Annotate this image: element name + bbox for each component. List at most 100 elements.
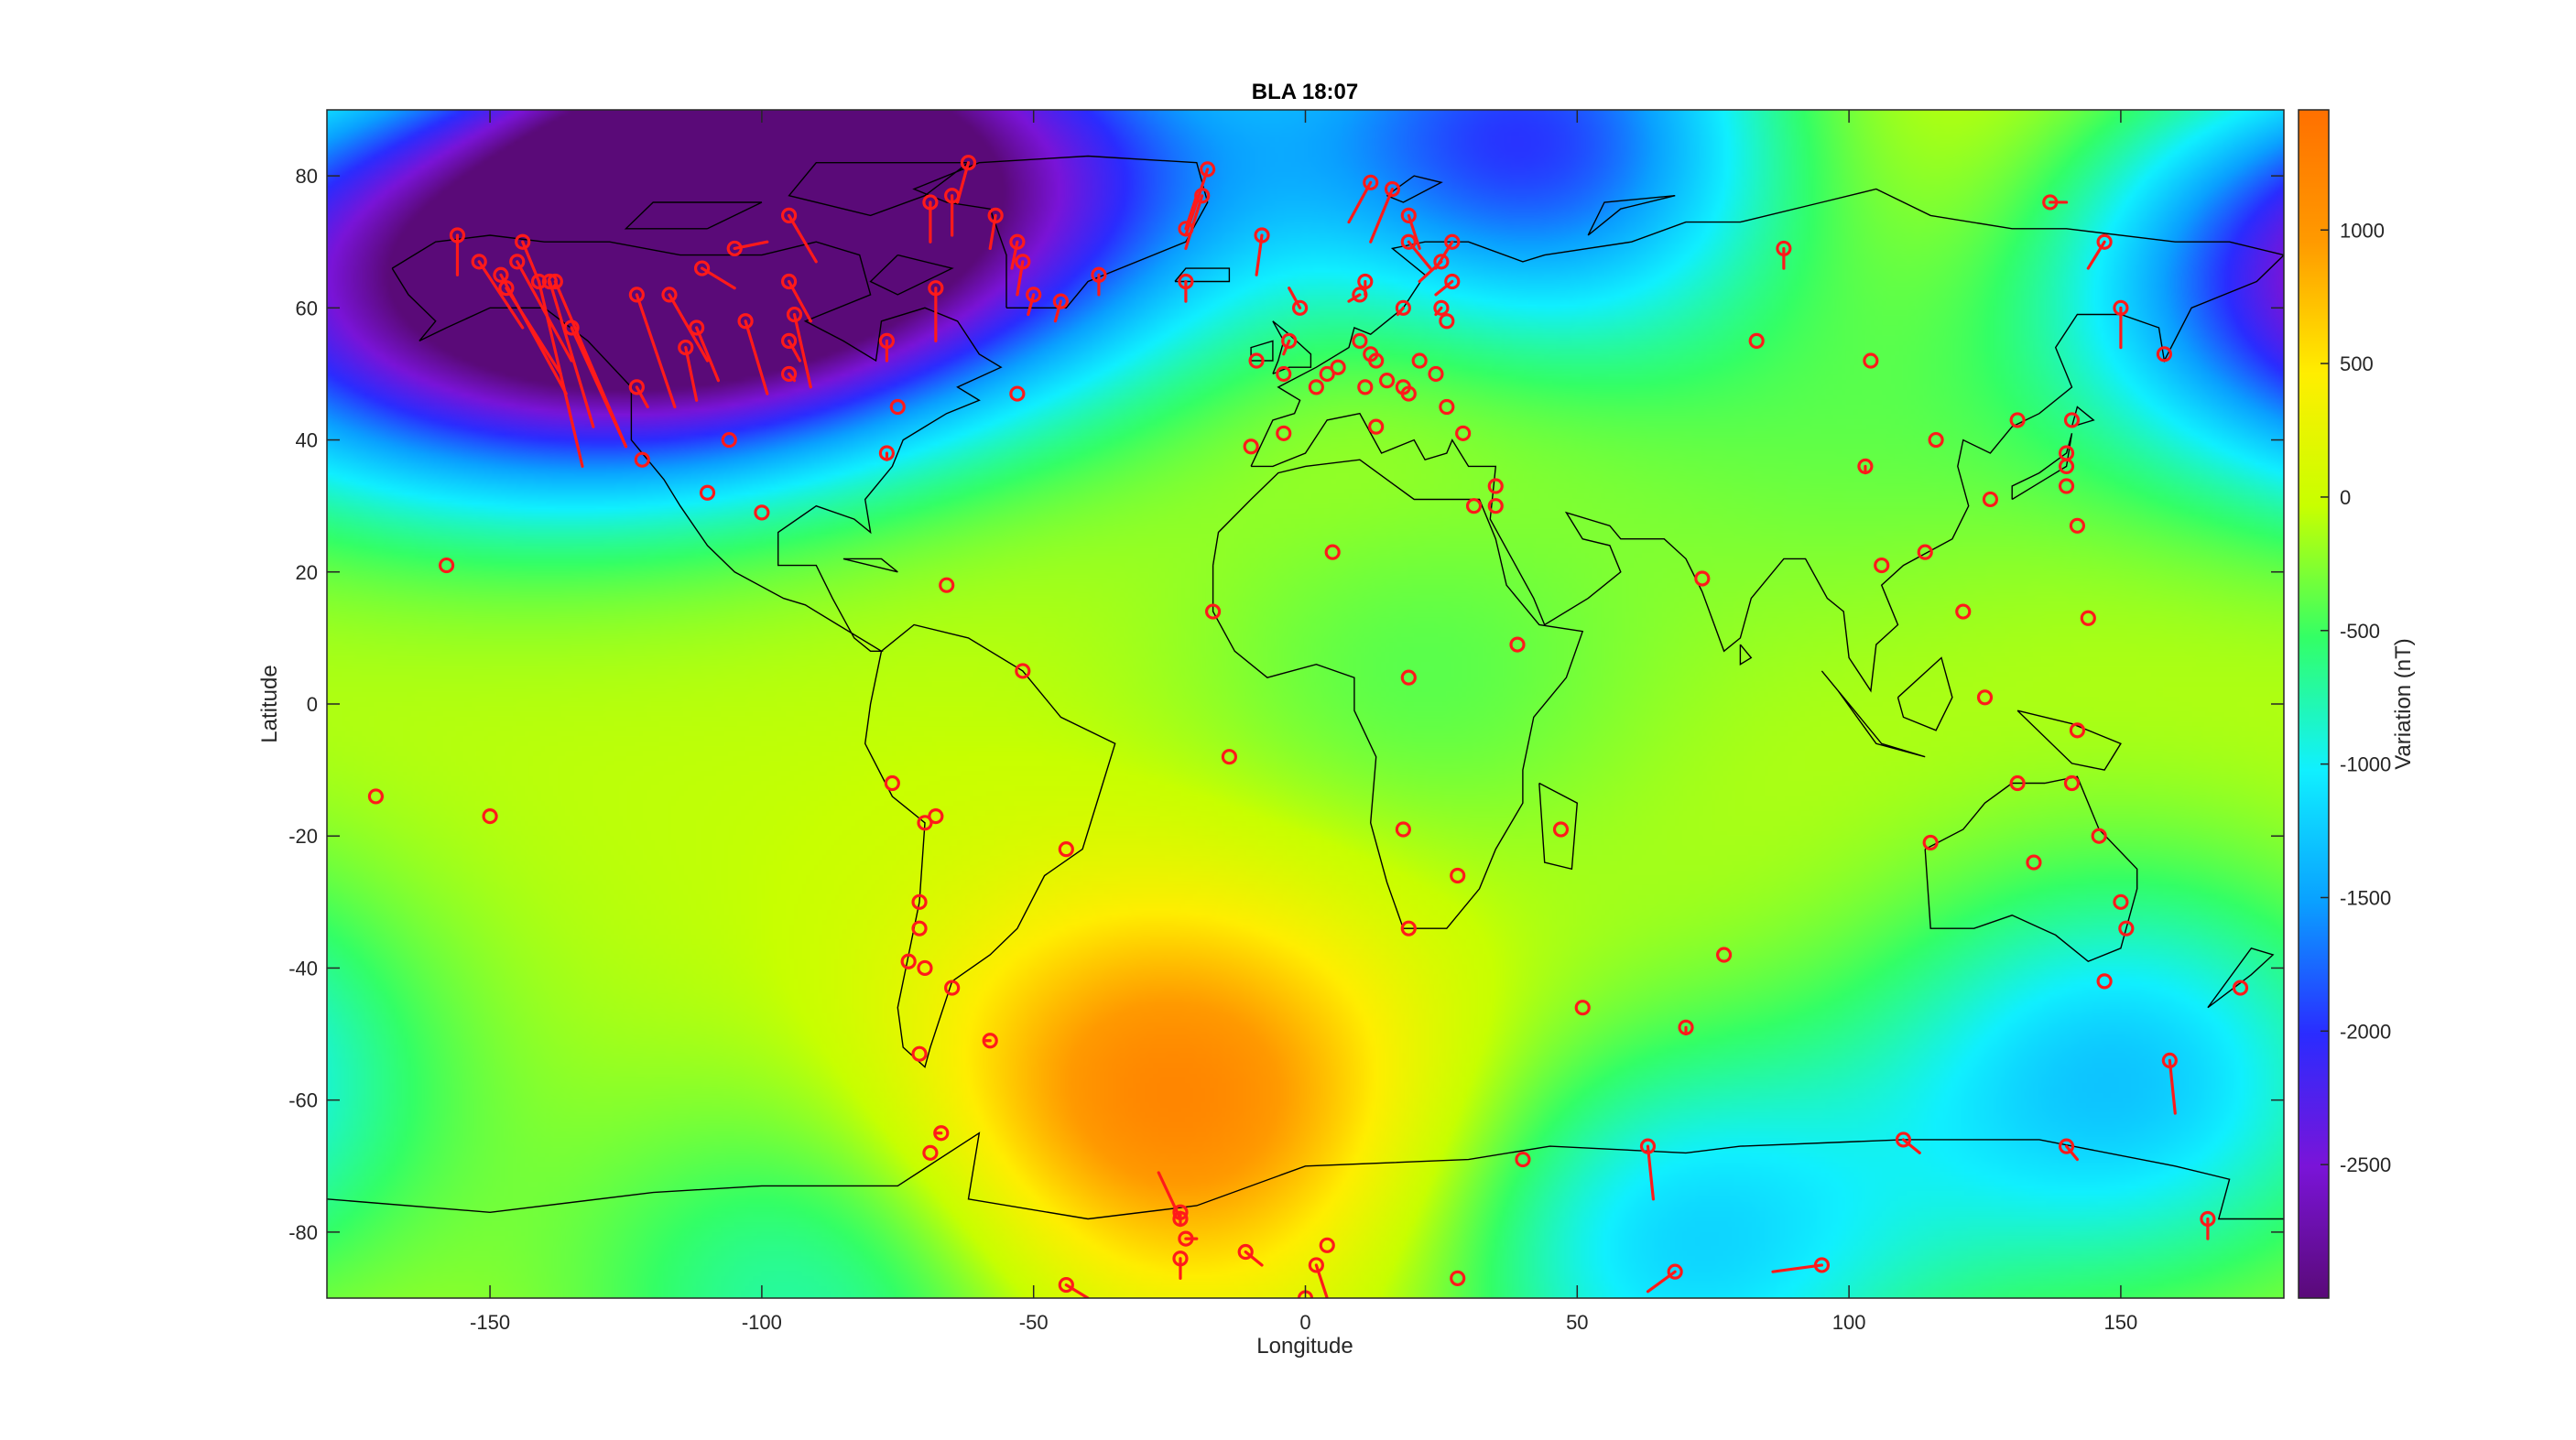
station-vector	[889, 398, 906, 416]
x-tick-label: 50	[1566, 1311, 1588, 1334]
station-vector	[628, 287, 677, 409]
station-vector	[1400, 207, 1421, 251]
station-vector	[482, 807, 498, 825]
station-vector	[2069, 517, 2086, 534]
station-vector	[1204, 603, 1222, 620]
y-tick-label: 0	[307, 693, 318, 716]
colorbar-tick-label: 0	[2340, 486, 2351, 509]
station-vector	[1400, 920, 1417, 937]
station-vector	[1509, 636, 1526, 653]
station-vector	[1748, 332, 1765, 349]
station-vector	[1319, 365, 1335, 383]
station-vector	[1922, 834, 1939, 851]
heatmap-plot-area	[326, 109, 2285, 1299]
station-vector	[1917, 544, 1933, 560]
colorbar-tick-label: -500	[2340, 620, 2380, 643]
station-vector	[1694, 570, 1711, 587]
coastline-path	[1924, 775, 2138, 963]
station-vector	[530, 273, 584, 468]
station-vector	[780, 273, 812, 323]
station-vector	[1982, 491, 1999, 508]
station-vector	[1276, 425, 1292, 441]
station-vector	[2009, 774, 2026, 792]
station-vector	[786, 306, 812, 389]
y-tick-label: 40	[296, 429, 318, 452]
x-tick-label: 0	[1299, 1311, 1310, 1334]
station-vector	[693, 260, 736, 290]
station-vector	[1288, 287, 1309, 316]
station-vector	[922, 194, 939, 244]
station-vector	[944, 980, 961, 996]
station-vector	[922, 1144, 939, 1161]
station-vector	[917, 815, 933, 831]
y-tick-label: -80	[288, 1221, 318, 1244]
station-vector	[438, 557, 455, 574]
y-tick-label: 80	[296, 165, 318, 188]
station-vector	[1352, 332, 1368, 349]
station-vector	[987, 207, 1004, 251]
station-vector	[2042, 194, 2069, 211]
station-vector	[2009, 412, 2026, 428]
station-vector	[2080, 610, 2096, 626]
station-vector	[2091, 828, 2107, 844]
station-vector	[1347, 174, 1379, 224]
station-vector	[1418, 254, 1450, 284]
y-tick-label: -60	[288, 1089, 318, 1112]
station-vector	[1052, 293, 1069, 323]
station-vector	[1515, 1151, 1531, 1168]
station-vector	[1639, 1138, 1657, 1201]
station-vector	[563, 319, 628, 449]
x-tick-label: -100	[742, 1311, 782, 1334]
station-vector	[1874, 557, 1890, 574]
station-vector	[1395, 379, 1411, 395]
colorbar: 1000 500 0 -500 -1000 -1500 -2000 -2500 Variati…	[2298, 109, 2416, 1299]
station-vector	[2063, 774, 2081, 792]
station-vector	[1015, 254, 1031, 297]
station-vector	[2096, 973, 2113, 990]
station-vector	[1439, 313, 1455, 330]
station-vector	[982, 1033, 998, 1049]
colorbar-tick-label: -2000	[2340, 1020, 2391, 1043]
station-vector	[2156, 346, 2173, 363]
station-vector	[1009, 233, 1026, 270]
station-vector	[1347, 287, 1368, 303]
station-vector	[1433, 299, 1450, 317]
station-vector	[2161, 1052, 2178, 1115]
x-tick-label: 150	[2104, 1311, 2138, 1334]
x-tick-label: -50	[1019, 1311, 1049, 1334]
colorbar-tick-label: -1000	[2340, 753, 2391, 776]
station-vector	[1308, 1257, 1329, 1298]
station-vector	[1574, 1000, 1591, 1016]
x-tick-label: 100	[1832, 1311, 1866, 1334]
station-vector	[917, 959, 933, 977]
station-vector	[911, 893, 928, 910]
station-vector	[1776, 240, 1792, 270]
station-vector	[1863, 352, 1879, 369]
station-vector	[1178, 194, 1199, 237]
station-vector	[928, 280, 944, 342]
station-vector	[1091, 266, 1107, 297]
station-vector	[1172, 1204, 1189, 1228]
station-vector	[367, 788, 385, 805]
station-vector	[933, 1125, 950, 1142]
colorbar-gradient	[2298, 109, 2330, 1299]
station-vector	[1237, 1243, 1264, 1267]
x-axis-label: Longitude	[1256, 1334, 1353, 1359]
station-vector	[2058, 478, 2075, 494]
station-vector	[1439, 398, 1455, 416]
station-vector	[2232, 980, 2249, 996]
station-vector	[471, 254, 525, 330]
station-vector	[2063, 412, 2081, 428]
y-axis: -80 -60 -40 -20 0 20 40 60 80	[288, 165, 2284, 1244]
y-tick-label: 20	[296, 561, 318, 584]
colorbar-tick-label: -1500	[2340, 886, 2391, 909]
station-vector	[1178, 273, 1194, 303]
station-vector	[1450, 1270, 1466, 1286]
station-vector	[1434, 273, 1461, 297]
station-vector	[628, 379, 649, 409]
station-vector	[1646, 1263, 1683, 1294]
variation-heatmap	[327, 110, 2284, 1298]
colorbar-tick-label: -2500	[2340, 1153, 2391, 1176]
coastline-path	[2011, 433, 2073, 501]
